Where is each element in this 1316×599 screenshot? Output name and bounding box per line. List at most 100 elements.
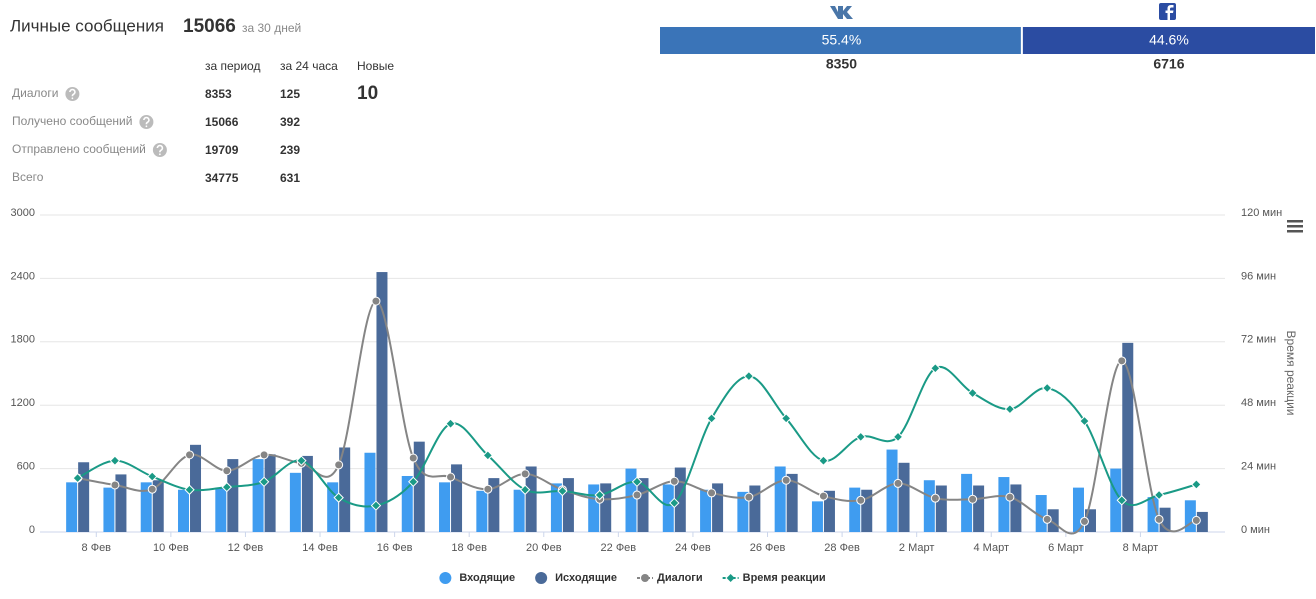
help-mark: [143, 116, 150, 125]
point: [594, 489, 605, 501]
period-note: за 30 дней: [242, 21, 301, 35]
point: [631, 476, 643, 488]
share-label: 55.4%: [822, 32, 862, 48]
y-tick-label: 2400: [11, 270, 35, 282]
bar: [1147, 497, 1159, 532]
point: [259, 450, 269, 460]
y2-tick-label: 0 мин: [1241, 524, 1270, 536]
point: [669, 476, 679, 486]
y2-tick-label: 96 мин: [1241, 270, 1276, 282]
y2-axis-title: Время реакции: [1284, 331, 1298, 416]
point: [519, 484, 531, 495]
y-tick-label: 600: [17, 461, 35, 473]
point: [707, 488, 717, 498]
row-label: Диалоги: [12, 86, 58, 100]
bar: [476, 490, 488, 532]
bar: [1035, 495, 1047, 532]
point: [408, 476, 419, 488]
bar: [289, 472, 301, 532]
bar: [227, 459, 239, 532]
period-value: 19709: [205, 143, 239, 157]
point: [1154, 514, 1164, 524]
vk-icon: [830, 6, 853, 19]
point: [1005, 492, 1015, 502]
bar: [662, 484, 674, 532]
y-tick-label: 1800: [11, 334, 35, 346]
menu-icon[interactable]: [1287, 220, 1303, 233]
column-header: Новые: [357, 59, 394, 73]
bar: [935, 485, 947, 532]
row-label: Отправлено сообщений: [12, 142, 146, 156]
help-icon: [152, 143, 167, 157]
bar: [774, 466, 786, 532]
point: [446, 472, 456, 482]
point: [967, 387, 978, 399]
source-count: 8350: [826, 56, 857, 72]
legend-label: Время реакции: [743, 572, 826, 584]
bar: [1010, 484, 1022, 532]
bar: [513, 489, 525, 532]
y2-tick-label: 120 мин: [1241, 207, 1282, 219]
bar: [1110, 468, 1122, 532]
bar: [301, 455, 313, 532]
fb-icon: [1159, 3, 1176, 20]
point: [892, 431, 904, 443]
bar: [898, 462, 910, 532]
x-tick-label: 6 Март: [1048, 542, 1084, 554]
bar: [700, 489, 712, 532]
point: [818, 455, 829, 466]
bar: [562, 478, 574, 532]
legend-label: Входящие: [459, 572, 515, 584]
point: [221, 481, 233, 493]
bar: [376, 272, 388, 532]
x-tick-label: 14 Фев: [302, 542, 338, 554]
share-label: 44.6%: [1149, 32, 1189, 48]
x-tick-label: 26 Фев: [750, 542, 786, 554]
bar: [712, 483, 724, 532]
bar: [413, 441, 425, 532]
bar: [401, 475, 413, 532]
bar: [588, 484, 600, 532]
fb-f: [1165, 5, 1174, 20]
bar: [737, 491, 749, 532]
legend-symbol: [641, 574, 650, 582]
bar: [823, 490, 835, 532]
y-tick-label: 0: [29, 524, 35, 536]
point: [706, 413, 717, 424]
bar: [78, 462, 90, 532]
point: [520, 469, 530, 479]
bar: [488, 478, 500, 532]
legend-symbol: [439, 572, 452, 584]
bar: [1072, 487, 1084, 532]
row-label: Получено сообщений: [12, 114, 132, 128]
point: [1041, 382, 1053, 394]
bar: [152, 480, 164, 532]
legend-item: Диалоги: [637, 572, 703, 584]
bar: [786, 473, 798, 532]
bar: [923, 480, 935, 532]
bar: [215, 487, 227, 532]
bar: [550, 483, 562, 532]
x-tick-label: 18 Фев: [451, 542, 487, 554]
x-tick-label: 28 Фев: [824, 542, 860, 554]
point: [1191, 479, 1202, 490]
point: [1153, 489, 1165, 501]
bar: [973, 485, 985, 532]
vk-logo: [830, 6, 853, 19]
bar: [178, 489, 190, 532]
legend-symbol: [535, 572, 548, 584]
share-bar: [1022, 27, 1315, 54]
bar: [861, 489, 873, 532]
bar: [811, 501, 823, 532]
bar: [998, 477, 1010, 532]
point: [856, 495, 866, 505]
help-icon: [139, 115, 154, 129]
help-mark: [69, 88, 76, 97]
bar: [451, 464, 463, 532]
bar: [140, 482, 152, 532]
point: [632, 490, 642, 500]
source-count: 6716: [1153, 56, 1184, 72]
period-value: 15066: [205, 115, 239, 129]
point: [1079, 516, 1089, 526]
bar: [1196, 511, 1208, 532]
